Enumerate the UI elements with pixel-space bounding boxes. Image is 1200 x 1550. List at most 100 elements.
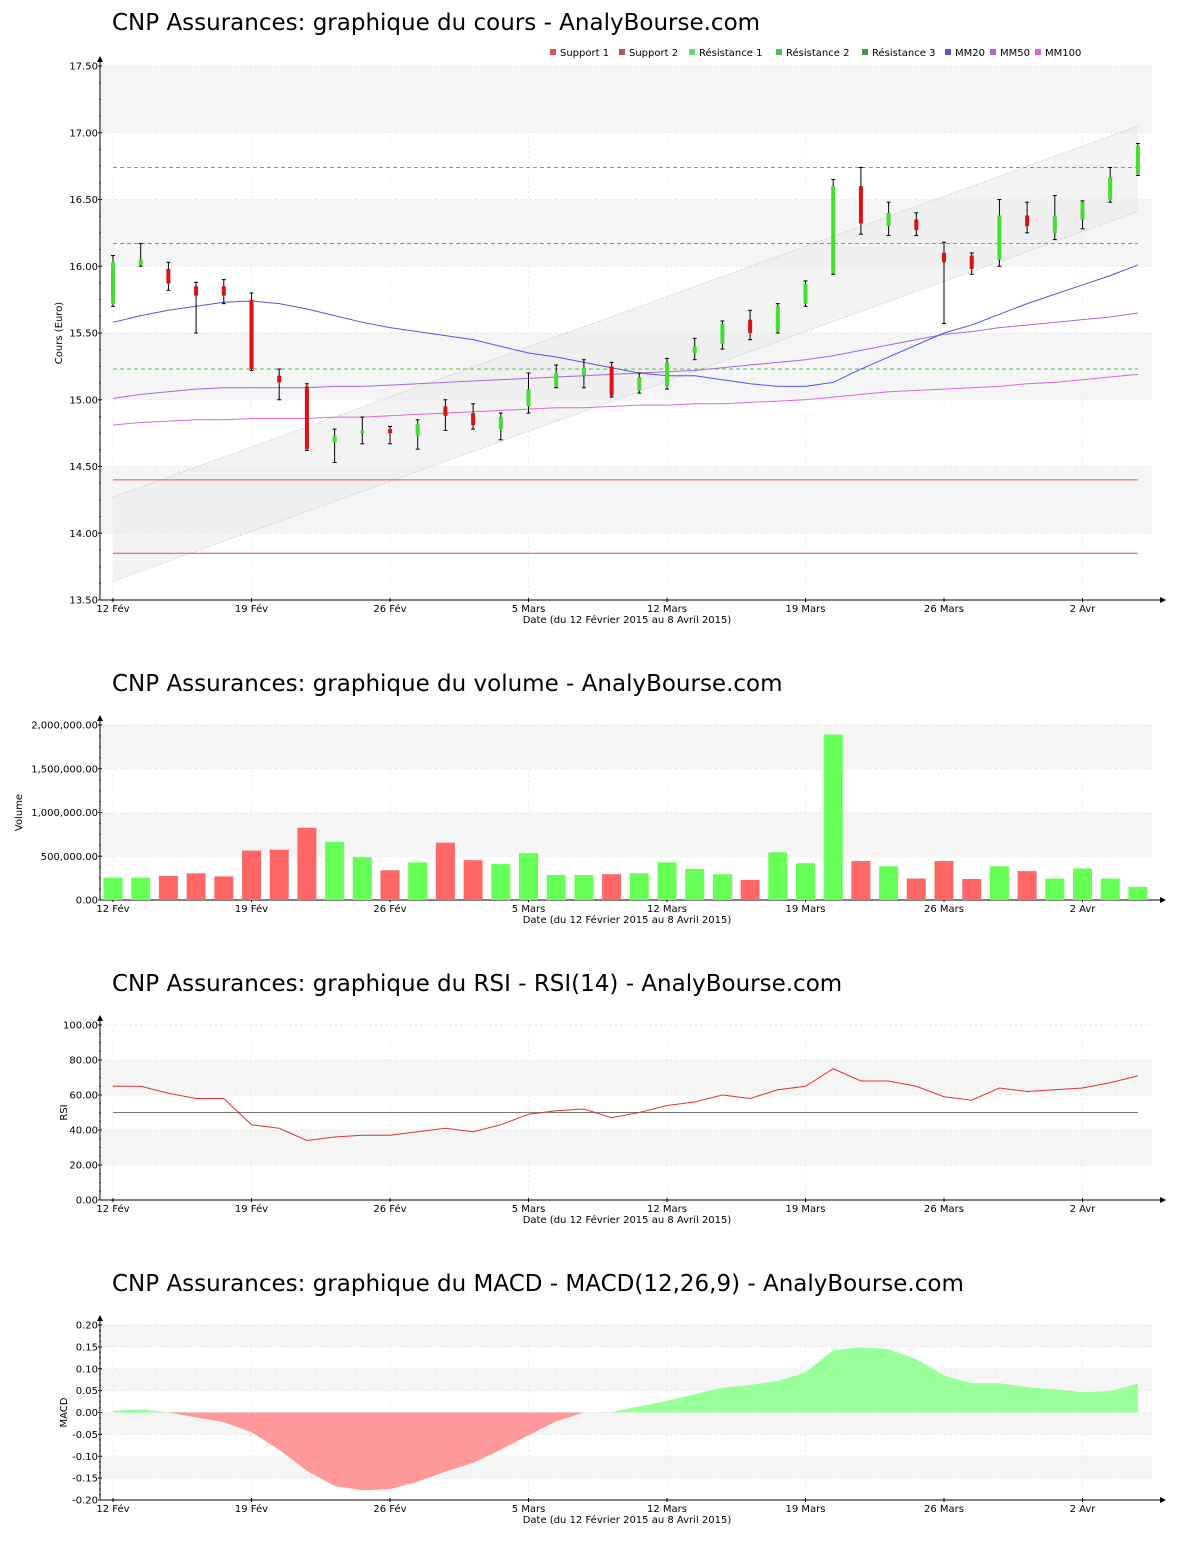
price-candle-body [415, 423, 420, 436]
price-ytick-label: 16.50 [69, 195, 98, 206]
price-x-axis-arrow [1160, 597, 1166, 603]
price-candle-body [332, 435, 337, 443]
price-ytick-label: 16.00 [69, 262, 98, 273]
price-candle-body [775, 306, 780, 332]
rsi-ytick-label: 80.00 [69, 1056, 98, 1067]
price-legend-label: Résistance 3 [872, 47, 935, 59]
volume-bar [574, 875, 594, 900]
macd-ytick-label: 0.05 [76, 1386, 98, 1397]
volume-bar [186, 873, 206, 900]
volume-bar [1073, 868, 1092, 900]
volume-bar [879, 866, 899, 900]
rsi-ytick-label: 0.00 [76, 1196, 98, 1207]
price-legend-swatch [689, 49, 695, 55]
price-mm20-line [112, 264, 1139, 387]
price-candle-body [526, 389, 531, 407]
price-candle-body [443, 406, 448, 416]
price-candle-body [609, 366, 614, 396]
price-y-axis-label: Cours (Euro) [54, 302, 65, 365]
price-candle-body [886, 212, 891, 227]
volume-bar [1017, 871, 1037, 900]
price-candle-body [498, 417, 503, 430]
rsi-xtick-label: 12 Fév [96, 1203, 129, 1215]
price-candle-body [997, 215, 1002, 260]
price-ytick-label: 15.50 [69, 329, 98, 340]
price-x-axis-label: Date (du 12 Février 2015 au 8 Avril 2015… [523, 614, 732, 626]
price-chart-title: CNP Assurances: graphique du cours - Ana… [112, 10, 761, 36]
price-xtick-label: 5 Mars [512, 604, 546, 615]
volume-bar [934, 861, 954, 900]
price-y-axis-arrow [97, 56, 103, 62]
price-candle-body [692, 346, 697, 354]
volume-bar [408, 862, 428, 900]
price-ytick-label: 14.50 [69, 462, 98, 473]
volume-bar [352, 857, 372, 900]
price-ytick-label: 17.50 [69, 62, 98, 73]
volume-y-axis-label: Volume [14, 794, 25, 831]
price-legend-label: Résistance 2 [786, 47, 849, 59]
price-candle-body [1052, 215, 1057, 233]
price-candle-body [720, 323, 725, 344]
price-xtick-label: 26 Mars [924, 604, 964, 615]
volume-bar [214, 876, 234, 900]
price-legend-label: MM100 [1045, 48, 1081, 59]
rsi-line [113, 1068, 1139, 1142]
price-xtick-label: 19 Fév [235, 603, 268, 615]
price-grid-band [100, 66, 1152, 133]
price-mm50-line [112, 312, 1138, 399]
macd-ytick-label: -0.05 [72, 1430, 98, 1441]
volume-bar [519, 853, 538, 900]
volume-ytick-label: 500,000.00 [41, 852, 98, 863]
price-candle-body [249, 299, 254, 370]
price-candle-body [277, 375, 282, 383]
price-mm100-line [112, 373, 1138, 426]
price-xtick-label: 12 Fév [96, 603, 129, 615]
volume-grid-band [100, 725, 1152, 769]
macd-y-axis-arrow [97, 1315, 103, 1321]
volume-bar [962, 879, 982, 900]
macd-y-axis-label: MACD [59, 1397, 70, 1427]
macd-positive-area [113, 1347, 1138, 1413]
price-legend-label: MM20 [955, 48, 985, 59]
rsi-xtick-label: 19 Mars [786, 1204, 826, 1215]
rsi-grid-band [100, 1060, 1152, 1095]
price-candle-body [858, 186, 863, 224]
price-legend-swatch [945, 49, 951, 55]
price-candle-body [304, 386, 309, 450]
volume-ytick-label: 1,000,000.00 [31, 808, 98, 819]
volume-x-axis-arrow [1160, 897, 1166, 903]
volume-bar [158, 875, 178, 900]
macd-xtick-label: 26 Fév [373, 1503, 406, 1515]
volume-xtick-label: 12 Fév [96, 903, 129, 915]
volume-bar [602, 874, 622, 900]
macd-ytick-label: 0.20 [76, 1321, 98, 1332]
price-legend-label: Support 2 [629, 48, 678, 59]
rsi-x-axis-arrow [1160, 1197, 1166, 1203]
volume-bar [380, 870, 400, 900]
price-candle-body [554, 373, 559, 387]
price-candle-body [194, 286, 199, 296]
price-legend-swatch [1035, 49, 1041, 55]
volume-chart-title: CNP Assurances: graphique du volume - An… [112, 671, 783, 697]
price-xtick-label: 26 Fév [373, 603, 406, 615]
macd-ytick-label: -0.15 [72, 1474, 98, 1485]
price-ytick-label: 13.50 [69, 596, 98, 607]
price-trend-channel [113, 126, 1138, 582]
price-legend-label: Résistance 1 [699, 47, 762, 59]
macd-ytick-label: 0.15 [76, 1342, 98, 1353]
price-legend-swatch [550, 49, 556, 55]
rsi-ytick-label: 40.00 [69, 1126, 98, 1137]
macd-ytick-label: -0.10 [72, 1452, 98, 1463]
macd-xtick-label: 2 Avr [1070, 1504, 1097, 1515]
macd-ytick-label: 0.10 [76, 1364, 98, 1375]
volume-xtick-label: 26 Fév [373, 903, 406, 915]
volume-xtick-label: 26 Mars [924, 904, 964, 915]
macd-x-axis-label: Date (du 12 Février 2015 au 8 Avril 2015… [523, 1514, 732, 1526]
price-candle-body [471, 413, 476, 426]
volume-bar [491, 864, 511, 900]
macd-ytick-label: -0.20 [72, 1496, 98, 1507]
volume-ytick-label: 0.00 [76, 896, 98, 907]
price-candle-body [665, 362, 669, 387]
volume-bar [463, 860, 483, 900]
